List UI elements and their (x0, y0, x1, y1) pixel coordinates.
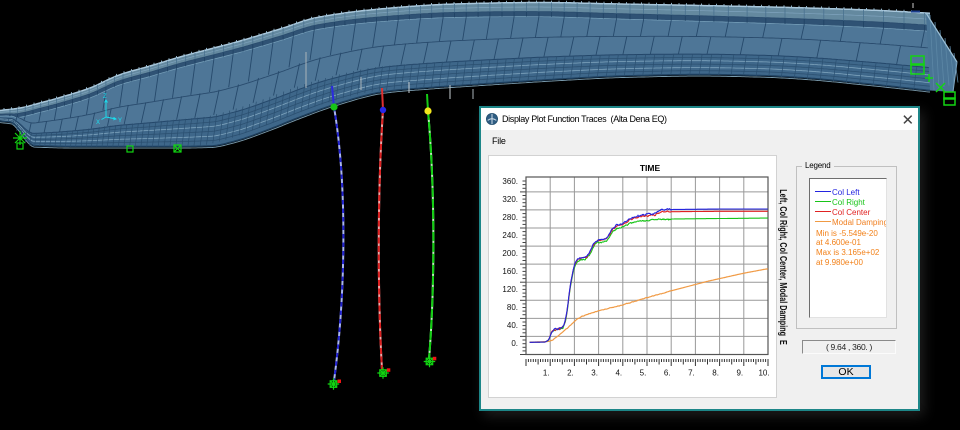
svg-text:Z: Z (103, 94, 107, 100)
svg-text:Y: Y (118, 118, 122, 124)
svg-text:X: X (96, 120, 100, 126)
